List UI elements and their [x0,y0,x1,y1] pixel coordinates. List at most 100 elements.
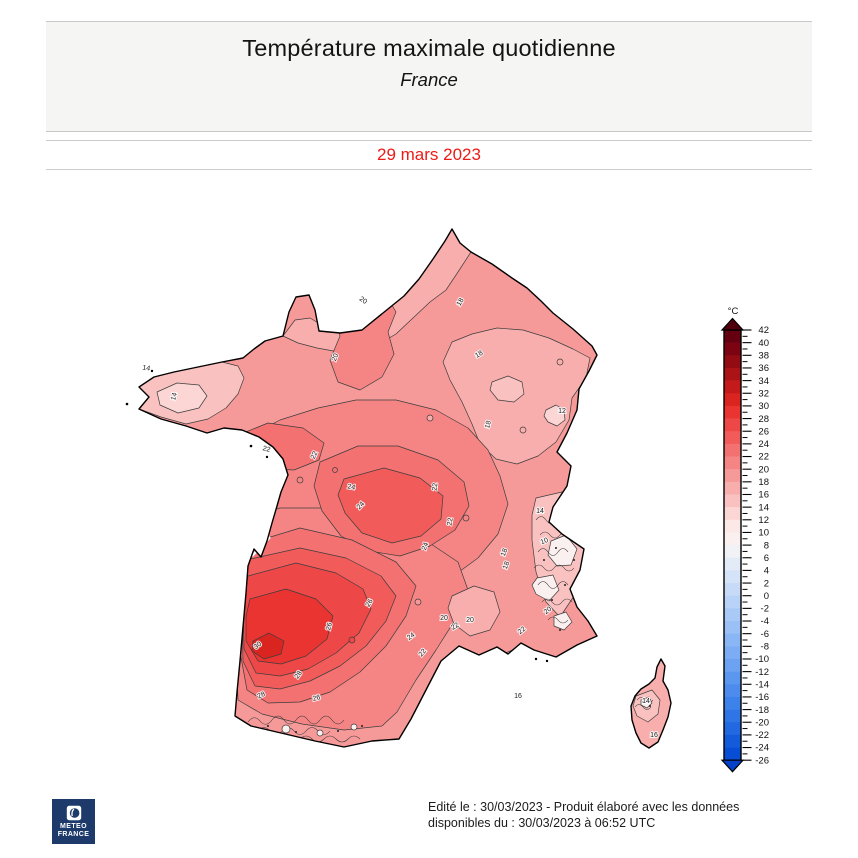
colorbar-tick-label: 12 [758,515,769,526]
colorbar-segment [724,709,741,723]
colorbar-tick-label: 10 [758,528,769,539]
colorbar-segment [724,633,741,647]
map-shape [534,657,538,661]
colorbar-segment [724,405,741,419]
colorbar-segment [724,393,741,407]
colorbar-segment [724,342,741,356]
colorbar-arrow-top [720,317,745,331]
map-shape [543,559,545,561]
colorbar-tick-label: 16 [758,490,769,501]
contour-label: 22 [432,483,440,491]
date-label: 29 mars 2023 [377,145,481,164]
colorbar-segment [724,418,741,432]
map-shape [537,548,569,556]
contour-label: 24 [347,483,356,491]
colorbar-tick-label: 2 [764,578,769,589]
logo-text-line2: FRANCE [57,830,90,838]
header-box: Température maximale quotidienne France [46,21,812,132]
colorbar-tick-label: 38 [758,351,769,362]
contour-label: 16 [514,693,522,700]
colorbar-tick-label: -24 [755,743,769,754]
temp-band-8-10 [553,611,573,631]
temp-band-18-20 [368,297,374,303]
footer-line1: Edité le : 30/03/2023 - Produit élaboré … [428,800,740,814]
contour-label: 20 [358,296,368,306]
colorbar-segment [724,595,741,609]
colorbar-tick-label: 36 [758,363,769,374]
contour-label: 14 [536,508,544,515]
map-shape [541,598,573,606]
temperature-bands [139,229,671,748]
contour-label: 14 [142,364,151,372]
contour-label: 18 [502,561,511,571]
meteo-france-logo: METEO FRANCE [52,799,95,844]
corsica-coastline [630,658,672,749]
footer-line2: disponibles du : 30/03/2023 à 06:52 UTC [428,815,656,830]
colorbar-segment [724,696,741,710]
temp-band-20-22 [376,300,388,312]
temp-band-12-14 [543,404,566,427]
temp-band-24-26 [337,467,444,544]
contour-label: 28 [256,691,266,701]
colorbar-tick-label: 8 [764,540,769,551]
map-shape [247,715,345,725]
colorbar-tick-label: -22 [755,730,769,741]
colorbar-segment [724,519,741,533]
map-shape [150,369,154,373]
contour-label: 26 [325,622,334,631]
map-shape [537,581,569,589]
colorbar-segment [724,570,741,584]
contour-label: 20 [440,615,448,622]
colorbar-tick-label: -16 [755,692,769,703]
corsica-ridges [634,697,654,710]
contour-label: 18 [484,420,493,429]
temperature-colorbar: 424038363432302826242220181614121086420-… [720,317,769,773]
temp-band-16-18 [556,358,564,366]
france-coastline [138,228,598,748]
temp-band-16-18 [519,426,527,434]
colorbar-segment [724,722,741,736]
temp-band-14-16 [489,375,525,403]
colorbar-tick-label: 34 [758,376,769,387]
temp-band-16-18 [447,585,501,637]
colorbar-tick-label: 32 [758,388,769,399]
map-shape [299,735,361,743]
colorbar-segment [724,734,741,748]
map-shape [337,730,339,732]
contour-label: 20 [466,617,474,624]
colorbar-tick-label: 0 [764,591,769,602]
contour-label: 20 [331,353,340,363]
contour-label: 12 [558,408,566,415]
map-shape [125,402,129,406]
contour-label: 22 [446,517,454,526]
colorbar-tick-label: 42 [758,325,769,336]
contour-label: 10 [540,537,550,546]
colorbar-tick-label: -26 [755,755,769,766]
colorbar-tick-label: 18 [758,477,769,488]
temp-band-16-18 [450,677,460,687]
colorbar-segment [724,684,741,698]
map-shape [545,659,549,663]
map-shape [265,455,269,459]
colorbar-tick-label: 30 [758,401,769,412]
colorbar-segment [724,507,741,521]
colorbar-unit-label: °C [728,306,739,317]
colorbar-segment [724,583,741,597]
temp-band-30-32 [251,632,285,660]
colorbar-segment [724,380,741,394]
contour-label: 26 [312,694,321,703]
temp-band-20-22 [296,476,304,484]
temp-band-8-10 [531,574,560,602]
colorbar-segment [724,621,741,634]
map-shape [559,629,561,631]
colorbar-tick-label: 4 [764,566,769,577]
temp-band-16-18 [426,414,434,422]
contour-label: 14 [642,698,650,705]
colorbar-segment [724,431,741,445]
colorbar-tick-label: 6 [764,553,769,564]
colorbar-segment [724,469,741,483]
colorbar-segment [724,545,741,559]
colorbar-tick-label: -8 [761,642,769,653]
